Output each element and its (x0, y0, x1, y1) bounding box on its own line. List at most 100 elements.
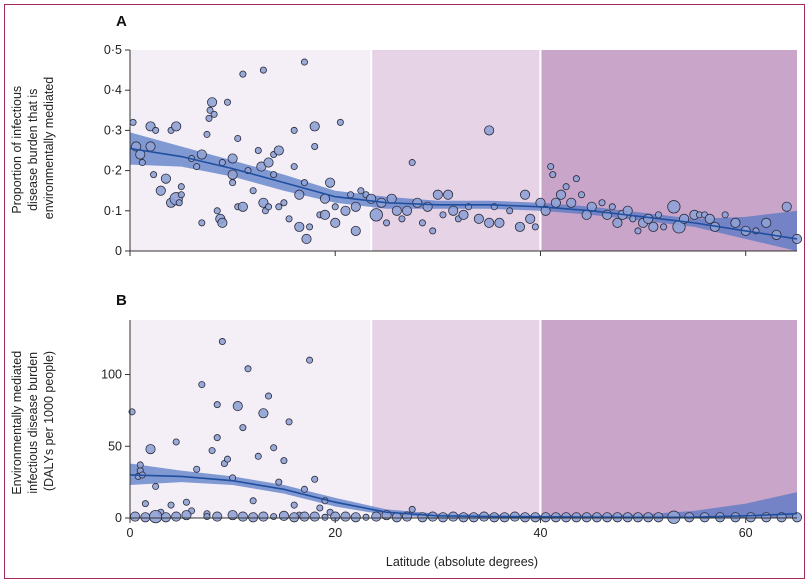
data-point (212, 511, 223, 522)
data-point (408, 159, 416, 167)
panel-a-ylabel-line1: Proportion of infectious (10, 86, 24, 214)
data-point (458, 512, 469, 523)
y-tick-label: 0·1 (104, 204, 122, 218)
data-point (306, 223, 314, 231)
data-point (761, 512, 772, 523)
data-point (205, 114, 213, 122)
data-point (494, 217, 505, 228)
data-point (177, 183, 185, 191)
data-point (294, 189, 305, 200)
data-point (730, 512, 741, 523)
data-point (531, 223, 539, 231)
data-point (213, 401, 221, 409)
y-tick-label: 0 (115, 244, 122, 258)
data-point (300, 179, 308, 187)
data-point (294, 221, 305, 232)
data-point (667, 200, 681, 214)
data-point (278, 510, 289, 521)
data-point (321, 513, 329, 521)
data-point (418, 219, 426, 227)
data-point (196, 149, 207, 160)
data-point (301, 233, 312, 244)
data-point (244, 365, 252, 373)
data-point (306, 356, 314, 364)
data-point (280, 457, 288, 465)
data-point (152, 126, 160, 134)
data-point (141, 500, 149, 508)
panel-a-ylabel-line2: disease burden that is (26, 89, 40, 211)
data-point (484, 217, 495, 228)
data-point (193, 163, 201, 171)
panel-a-trend-line (129, 147, 798, 240)
data-point (547, 163, 555, 171)
data-point (206, 106, 214, 114)
data-point (437, 512, 449, 523)
panel-a-points (129, 58, 803, 244)
data-point (249, 497, 257, 505)
data-point (443, 189, 454, 200)
data-point (391, 512, 402, 523)
data-point (473, 213, 484, 224)
data-point (319, 209, 331, 220)
data-point (167, 501, 175, 509)
data-point (254, 146, 262, 154)
y-tick-label: 0·4 (104, 83, 122, 97)
data-point (555, 189, 567, 200)
data-point (213, 207, 221, 215)
data-point (138, 159, 146, 167)
latitude-band-2 (371, 320, 541, 518)
data-point (340, 205, 351, 216)
data-point (275, 203, 283, 211)
data-point (448, 205, 459, 216)
data-point (232, 401, 243, 412)
data-point (227, 510, 238, 521)
data-point (330, 217, 341, 228)
data-point (439, 211, 447, 219)
data-point (285, 215, 293, 223)
data-point (223, 455, 231, 463)
data-point (249, 187, 257, 195)
data-point (239, 424, 247, 432)
x-tick-label: 40 (534, 526, 548, 540)
data-point (316, 504, 324, 512)
data-point (237, 511, 248, 522)
data-point (347, 191, 355, 199)
data-point (429, 227, 437, 235)
data-point (198, 381, 206, 389)
data-point (525, 213, 536, 224)
data-point (398, 215, 406, 223)
data-point (761, 217, 772, 228)
y-tick-label: 0·5 (104, 43, 122, 57)
data-point (643, 213, 654, 224)
panel-b-ylabel-line2: infectious disease burden (26, 352, 40, 494)
data-point (270, 513, 278, 521)
data-point (198, 219, 206, 227)
data-point (350, 512, 361, 523)
data-point (227, 153, 238, 164)
data-point (581, 209, 592, 220)
data-point (280, 199, 288, 207)
data-point (362, 513, 370, 521)
data-point (217, 217, 228, 228)
data-point (290, 163, 298, 171)
panel-b: B 0 50 100 0 20 40 60 Environmentally mediated… (10, 292, 803, 569)
data-point (160, 173, 171, 184)
data-point (275, 478, 283, 486)
panel-b-trend-line (129, 474, 798, 519)
data-point (152, 482, 160, 490)
data-point (290, 126, 298, 134)
confidence-interval (130, 463, 797, 518)
x-axis-title: Latitude (absolute degrees) (386, 555, 538, 569)
data-point (149, 509, 163, 524)
data-point (208, 447, 216, 455)
panel-a-ylabel: Proportion of infectious disease burden … (10, 77, 56, 219)
y-tick-label: 50 (108, 439, 122, 453)
data-point (128, 408, 136, 416)
data-point (140, 512, 151, 523)
data-point (155, 185, 166, 196)
data-point (300, 58, 308, 66)
data-point (270, 171, 278, 179)
data-point (248, 512, 259, 523)
panel-a-ylabel-line3: environmentally mediated (42, 77, 56, 219)
data-point (427, 511, 438, 522)
